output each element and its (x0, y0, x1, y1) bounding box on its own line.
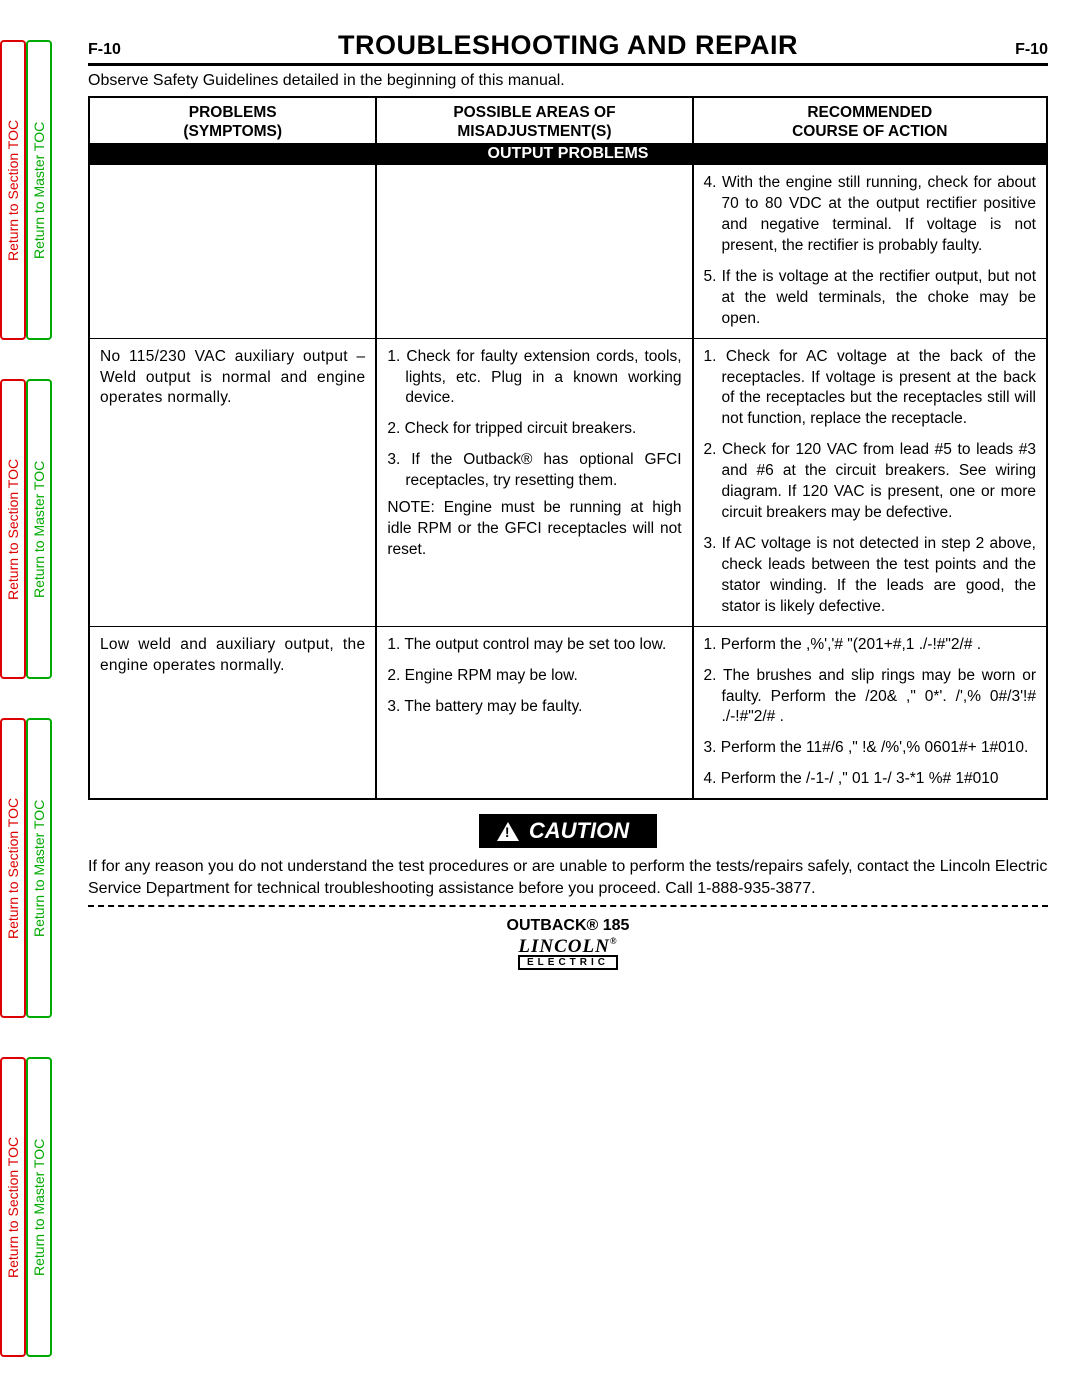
action-step: 2. Check for 120 VAC from lead #5 to lea… (704, 440, 1036, 524)
section-band-label: OUTPUT PROBLEMS (89, 143, 1047, 165)
brand-logo: LINCOLN® ELECTRIC (88, 937, 1048, 970)
product-name: OUTBACK® 185 (88, 917, 1048, 935)
misadjust-note: NOTE: Engine must be running at high idl… (387, 498, 681, 561)
table-row: Low weld and auxiliary output, the engin… (89, 626, 1047, 799)
action-step: 4. With the engine still running, check … (704, 173, 1036, 257)
action-step: 3. Perform the 11#/6 ," !& /%',% 0601#+ … (704, 738, 1036, 759)
return-section-toc-link[interactable]: Return to Section TOC (0, 40, 26, 340)
misadjust-step: 2. Engine RPM may be low. (387, 666, 681, 687)
misadjust-cell: 1. Check for faulty extension cords, too… (376, 338, 692, 626)
table-header-row: PROBLEMS (SYMPTOMS) POSSIBLE AREAS OF MI… (89, 97, 1047, 143)
action-step: 1. Perform the ,%','# "(201+#,1 ./-!#"2/… (704, 635, 1036, 656)
side-tabs: Return to Section TOC Return to Section … (0, 0, 52, 1397)
page-title: TROUBLESHOOTING AND REPAIR (338, 30, 798, 61)
action-step: 5. If the is voltage at the rectifier ou… (704, 267, 1036, 330)
caution-badge: CAUTION (479, 814, 657, 848)
logo-bottom-text: ELECTRIC (518, 955, 617, 970)
action-step: 4. Perform the /-1-/ ," 01 1-/ 3-*1 %# 1… (704, 769, 1036, 790)
return-master-toc-link[interactable]: Return to Master TOC (26, 718, 52, 1018)
misadjust-step: 3. The battery may be faulty. (387, 697, 681, 718)
caution-label: CAUTION (529, 818, 629, 844)
misadjust-cell (376, 165, 692, 338)
action-step: 3. If AC voltage is not detected in step… (704, 534, 1036, 618)
page-code-left: F-10 (88, 41, 121, 59)
footer-note: If for any reason you do not understand … (88, 856, 1048, 899)
action-step: 1. Check for AC voltage at the back of t… (704, 347, 1036, 431)
return-section-toc-link[interactable]: Return to Section TOC (0, 1057, 26, 1357)
problem-cell: No 115/230 VAC auxiliary output – Weld o… (89, 338, 376, 626)
logo-top-text: LINCOLN® (518, 936, 617, 957)
return-master-toc-link[interactable]: Return to Master TOC (26, 40, 52, 340)
troubleshooting-table: PROBLEMS (SYMPTOMS) POSSIBLE AREAS OF MI… (88, 96, 1048, 800)
misadjust-cell: 1. The output control may be set too low… (376, 626, 692, 799)
misadjust-step: 1. Check for faulty extension cords, too… (387, 347, 681, 410)
section-band: OUTPUT PROBLEMS (89, 143, 1047, 165)
section-toc-column: Return to Section TOC Return to Section … (0, 0, 26, 1397)
master-toc-column: Return to Master TOC Return to Master TO… (26, 0, 52, 1397)
col-header-misadjust: POSSIBLE AREAS OF MISADJUSTMENT(S) (376, 97, 692, 143)
safety-guideline-note: Observe Safety Guidelines detailed in th… (88, 72, 1048, 90)
caution-wrap: CAUTION (88, 814, 1048, 848)
misadjust-step: 3. If the Outback® has optional GFCI rec… (387, 450, 681, 492)
problem-cell (89, 165, 376, 338)
action-cell: 1. Perform the ,%','# "(201+#,1 ./-!#"2/… (693, 626, 1047, 799)
dashed-divider (88, 905, 1048, 907)
page-header: F-10 TROUBLESHOOTING AND REPAIR F-10 (88, 30, 1048, 66)
page-content: F-10 TROUBLESHOOTING AND REPAIR F-10 Obs… (78, 0, 1068, 980)
problem-cell: Low weld and auxiliary output, the engin… (89, 626, 376, 799)
return-master-toc-link[interactable]: Return to Master TOC (26, 379, 52, 679)
action-cell: 1. Check for AC voltage at the back of t… (693, 338, 1047, 626)
return-section-toc-link[interactable]: Return to Section TOC (0, 718, 26, 1018)
page-code-right: F-10 (1015, 41, 1048, 59)
return-section-toc-link[interactable]: Return to Section TOC (0, 379, 26, 679)
warning-icon (497, 822, 519, 841)
return-master-toc-link[interactable]: Return to Master TOC (26, 1057, 52, 1357)
misadjust-step: 2. Check for tripped circuit breakers. (387, 419, 681, 440)
misadjust-step: 1. The output control may be set too low… (387, 635, 681, 656)
action-cell: 4. With the engine still running, check … (693, 165, 1047, 338)
col-header-problems: PROBLEMS (SYMPTOMS) (89, 97, 376, 143)
col-header-action: RECOMMENDED COURSE OF ACTION (693, 97, 1047, 143)
table-row: No 115/230 VAC auxiliary output – Weld o… (89, 338, 1047, 626)
action-step: 2. The brushes and slip rings may be wor… (704, 666, 1036, 729)
table-row: 4. With the engine still running, check … (89, 165, 1047, 338)
